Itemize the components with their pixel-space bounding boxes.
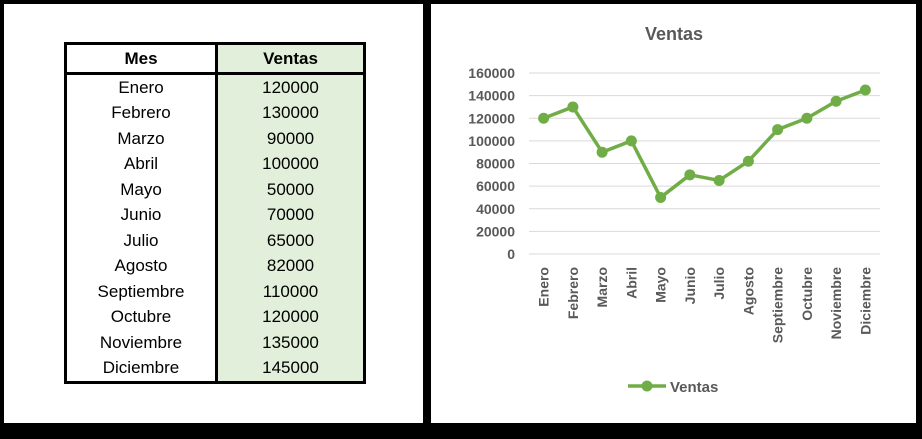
table-row: Septiembre 110000 bbox=[65, 279, 365, 305]
y-tick-label: 100000 bbox=[468, 133, 515, 149]
cell-mes: Abril bbox=[65, 151, 218, 177]
y-tick-label: 60000 bbox=[476, 178, 515, 194]
x-tick-label: Octubre bbox=[799, 267, 815, 321]
x-tick-label: Marzo bbox=[594, 267, 610, 307]
cell-mes: Mayo bbox=[65, 177, 218, 203]
data-point bbox=[567, 101, 579, 113]
cell-mes: Noviembre bbox=[65, 330, 218, 356]
table-row: Diciembre 145000 bbox=[65, 355, 365, 383]
cell-ventas: 50000 bbox=[216, 177, 365, 203]
frame-right-border bbox=[916, 0, 922, 439]
x-tick-label: Septiembre bbox=[770, 267, 786, 343]
y-tick-label: 120000 bbox=[468, 110, 515, 126]
legend-label: Ventas bbox=[670, 379, 718, 396]
cell-mes: Enero bbox=[65, 73, 218, 101]
y-tick-label: 80000 bbox=[476, 156, 515, 172]
data-point bbox=[742, 155, 754, 167]
chart-title: Ventas bbox=[644, 24, 704, 44]
table-row: Enero 120000 bbox=[65, 73, 365, 101]
frame-divider bbox=[423, 0, 431, 439]
cell-ventas: 120000 bbox=[216, 304, 365, 330]
table-row: Agosto 82000 bbox=[65, 253, 365, 279]
cell-mes: Diciembre bbox=[65, 355, 218, 383]
x-tick-label: Febrero bbox=[565, 267, 581, 319]
x-tick-label: Abril bbox=[623, 267, 639, 299]
chart-series bbox=[538, 84, 871, 203]
cell-mes: Septiembre bbox=[65, 279, 218, 305]
cell-ventas: 65000 bbox=[216, 228, 365, 254]
cell-mes: Febrero bbox=[65, 100, 218, 126]
table-row: Febrero 130000 bbox=[65, 100, 365, 126]
data-point bbox=[655, 191, 667, 203]
header-ventas: Ventas bbox=[216, 43, 365, 75]
y-tick-label: 20000 bbox=[476, 223, 515, 239]
data-point bbox=[772, 124, 784, 136]
chart-y-axis: 0 20000 40000 60000 80000 100000 120000 140000 1… bbox=[468, 65, 515, 262]
chart-x-axis: Enero Febrero Marzo Abril Mayo Junio Julio Agos… bbox=[536, 267, 874, 343]
table-row: Julio 65000 bbox=[65, 228, 365, 254]
cell-ventas: 145000 bbox=[216, 355, 365, 383]
x-tick-label: Noviembre bbox=[828, 267, 844, 340]
cell-mes: Junio bbox=[65, 202, 218, 228]
data-point bbox=[596, 146, 608, 158]
chart-gridlines bbox=[529, 72, 880, 255]
chart-legend: Ventas bbox=[628, 379, 718, 396]
data-point bbox=[684, 169, 696, 181]
x-tick-label: Diciembre bbox=[857, 267, 873, 335]
data-point bbox=[538, 112, 550, 124]
frame-left-border bbox=[0, 0, 4, 439]
cell-mes: Marzo bbox=[65, 126, 218, 152]
cell-mes: Agosto bbox=[65, 253, 218, 279]
table-row: Octubre 120000 bbox=[65, 304, 365, 330]
x-tick-label: Enero bbox=[536, 267, 552, 307]
x-tick-label: Mayo bbox=[653, 267, 669, 303]
table-row: Noviembre 135000 bbox=[65, 330, 365, 356]
x-tick-label: Julio bbox=[711, 267, 727, 300]
x-tick-label: Agosto bbox=[740, 267, 756, 315]
data-point bbox=[713, 174, 725, 186]
series-line bbox=[541, 88, 868, 200]
data-point bbox=[859, 84, 871, 96]
cell-ventas: 130000 bbox=[216, 100, 365, 126]
table-row: Marzo 90000 bbox=[65, 126, 365, 152]
cell-mes: Octubre bbox=[65, 304, 218, 330]
data-point bbox=[801, 112, 813, 124]
table-header-row: Mes Ventas bbox=[65, 43, 365, 75]
y-tick-label: 40000 bbox=[476, 201, 515, 217]
frame-bottom-border bbox=[0, 423, 922, 439]
header-mes: Mes bbox=[65, 43, 218, 75]
frame-top-border bbox=[0, 0, 922, 4]
table-row: Abril 100000 bbox=[65, 151, 365, 177]
sales-table: Mes Ventas Enero 120000 Febrero 130000 Marzo… bbox=[64, 42, 366, 384]
legend-marker bbox=[641, 380, 653, 392]
data-point bbox=[625, 135, 637, 147]
table-row: Mayo 50000 bbox=[65, 177, 365, 203]
cell-mes: Julio bbox=[65, 228, 218, 254]
cell-ventas: 70000 bbox=[216, 202, 365, 228]
cell-ventas: 120000 bbox=[216, 73, 365, 101]
table-body: Enero 120000 Febrero 130000 Marzo 90000 Abril 1… bbox=[65, 73, 365, 383]
cell-ventas: 100000 bbox=[216, 151, 365, 177]
x-tick-label: Junio bbox=[682, 267, 698, 304]
cell-ventas: 110000 bbox=[216, 279, 365, 305]
y-tick-label: 0 bbox=[507, 246, 515, 262]
cell-ventas: 135000 bbox=[216, 330, 365, 356]
table-row: Junio 70000 bbox=[65, 202, 365, 228]
y-tick-label: 160000 bbox=[468, 65, 515, 81]
data-point bbox=[830, 95, 842, 107]
y-tick-label: 140000 bbox=[468, 88, 515, 104]
cell-ventas: 82000 bbox=[216, 253, 365, 279]
cell-ventas: 90000 bbox=[216, 126, 365, 152]
